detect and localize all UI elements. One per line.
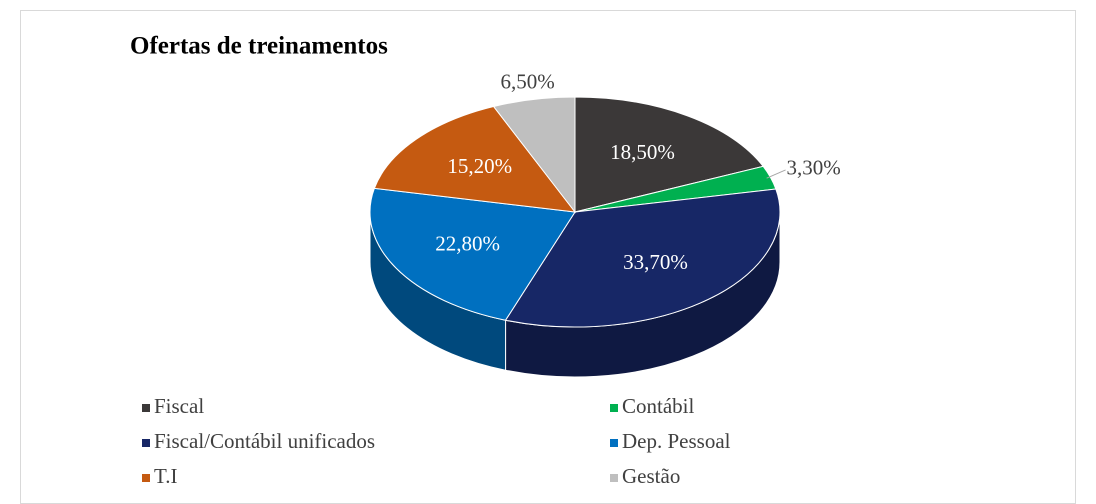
legend-swatch	[610, 439, 618, 447]
data-label: 18,50%	[610, 140, 675, 164]
legend-swatch	[610, 404, 618, 412]
legend-label: Fiscal	[154, 394, 204, 418]
data-label: 33,70%	[623, 250, 688, 274]
data-label: 6,50%	[500, 69, 554, 93]
legend-label: Dep. Pessoal	[622, 429, 731, 453]
data-label: 15,20%	[447, 154, 512, 178]
chart-title: Ofertas de treinamentos	[130, 33, 388, 60]
legend-swatch	[142, 474, 150, 482]
pie-slice	[369, 187, 576, 321]
data-label: 22,80%	[435, 231, 500, 255]
legend-label: Contábil	[622, 394, 694, 418]
legend-swatch	[142, 439, 150, 447]
legend-label: Fiscal/Contábil unificados	[154, 429, 375, 453]
data-label: 3,30%	[786, 156, 840, 180]
legend-label: Gestão	[622, 464, 680, 488]
legend-swatch	[610, 474, 618, 482]
pie-slice	[492, 96, 576, 214]
legend-swatch	[142, 404, 150, 412]
pie-slice	[574, 96, 765, 213]
legend-label: T.I	[154, 464, 178, 488]
pie-slice	[504, 188, 781, 328]
leader-line	[766, 169, 786, 179]
pie-slice	[373, 105, 577, 213]
